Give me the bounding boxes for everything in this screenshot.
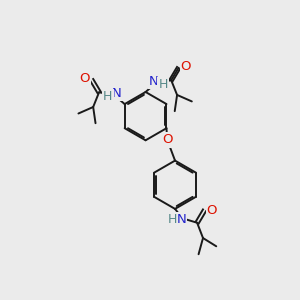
- Text: H: H: [159, 78, 168, 91]
- Text: O: O: [163, 134, 173, 146]
- Text: O: O: [181, 60, 191, 73]
- Text: N: N: [112, 87, 122, 100]
- Text: N: N: [149, 75, 158, 88]
- Text: H: H: [168, 213, 177, 226]
- Text: N: N: [176, 213, 186, 226]
- Text: H: H: [103, 90, 112, 103]
- Text: O: O: [79, 72, 90, 85]
- Text: O: O: [207, 204, 217, 217]
